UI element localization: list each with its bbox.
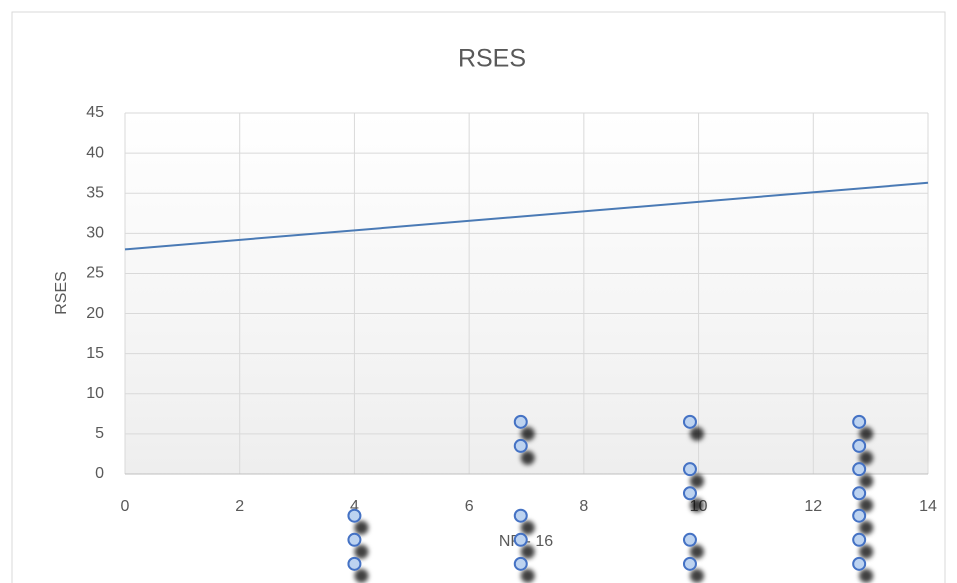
- data-point: [682, 462, 697, 477]
- data-point: [347, 532, 362, 547]
- y-tick-label: 45: [86, 104, 104, 121]
- y-tick-label: 10: [86, 385, 104, 402]
- y-tick-label: 20: [86, 305, 104, 322]
- y-tick-label: 35: [86, 184, 104, 201]
- data-point: [347, 556, 362, 571]
- data-point: [513, 414, 528, 429]
- data-point: [513, 532, 528, 547]
- data-point: [852, 414, 867, 429]
- data-point: [513, 508, 528, 523]
- trendline: [124, 181, 929, 251]
- x-tick-label: 12: [804, 498, 822, 515]
- data-point: [852, 532, 867, 547]
- y-tick-label: 5: [95, 425, 104, 442]
- x-tick-label: 4: [350, 498, 359, 515]
- y-tick-label: 0: [95, 465, 104, 482]
- x-tick-label: 8: [579, 498, 588, 515]
- y-tick-label: 25: [86, 265, 104, 282]
- data-point: [513, 438, 528, 453]
- x-tick-label: 0: [121, 498, 130, 515]
- data-point: [682, 556, 697, 571]
- y-tick-label: 30: [86, 225, 104, 242]
- data-point: [852, 462, 867, 477]
- x-tick-label: 14: [919, 498, 937, 515]
- x-tick-label: 10: [690, 498, 708, 515]
- data-point: [852, 438, 867, 453]
- data-point: [682, 532, 697, 547]
- data-point: [852, 508, 867, 523]
- data-point: [347, 508, 362, 523]
- x-tick-label: 6: [465, 498, 474, 515]
- y-axis-label: RSES: [53, 271, 70, 315]
- y-tick-label: 15: [86, 345, 104, 362]
- x-tick-label: 2: [235, 498, 244, 515]
- data-point: [513, 556, 528, 571]
- y-tick-label: 40: [86, 144, 104, 161]
- data-point: [852, 486, 867, 501]
- plot-area: [125, 113, 928, 474]
- data-point: [852, 556, 867, 571]
- data-point: [682, 486, 697, 501]
- chart-title: RSES: [458, 45, 526, 73]
- data-point: [682, 414, 697, 429]
